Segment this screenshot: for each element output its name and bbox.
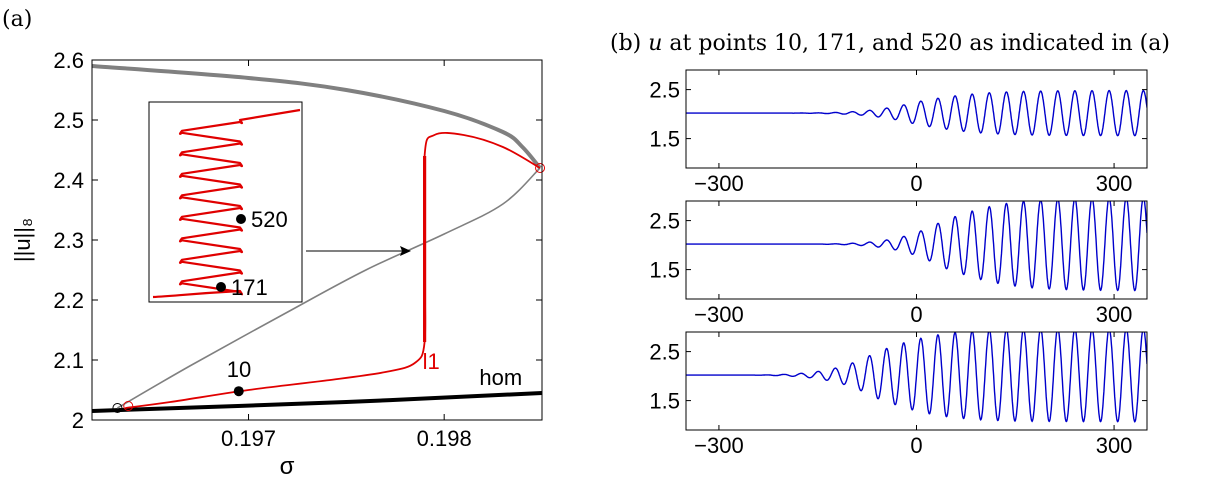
inset-point-marker-520 bbox=[236, 214, 246, 224]
panel-b-plot-point-10: 1.5 2.5 −300 0 300 bbox=[649, 69, 1148, 196]
x-axis-label: σ bbox=[280, 453, 295, 480]
y-tick-label: 2.5 bbox=[649, 209, 680, 234]
x-tick-label: 0 bbox=[910, 433, 922, 458]
series-line-upper-branch bbox=[92, 64, 542, 170]
x-tick-label: 0 bbox=[910, 171, 922, 196]
inset-point-marker-171 bbox=[216, 282, 226, 292]
panel-b-caption-rest: at points 10, 171, and 520 as indicated … bbox=[662, 31, 1169, 56]
series-line-hom bbox=[92, 391, 542, 413]
point-label-10: 10 bbox=[227, 357, 251, 382]
l1-snaking-segment bbox=[423, 156, 427, 342]
y-tick-label: 2.2 bbox=[53, 288, 84, 313]
y-tick-label: 2.6 bbox=[53, 48, 84, 73]
x-tick-label: 300 bbox=[1096, 302, 1133, 327]
panel-a-inset: 520 171 bbox=[148, 101, 411, 303]
x-tick-label: 0.197 bbox=[221, 426, 276, 451]
panel-a-tag: (a) bbox=[2, 7, 32, 32]
y-tick-label: 1.5 bbox=[649, 258, 680, 283]
y-tick-label: 2.3 bbox=[53, 228, 84, 253]
x-tick-label: 300 bbox=[1096, 171, 1133, 196]
panel-b-plot-point-520: 1.5 2.5 −300 0 300 bbox=[649, 331, 1148, 458]
inset-frame bbox=[148, 101, 303, 303]
y-tick-label: 2.1 bbox=[53, 348, 84, 373]
inset-snake-curve bbox=[152, 108, 301, 299]
bifurcation-point-black-circle bbox=[112, 403, 123, 413]
fold-point-circle bbox=[535, 163, 546, 173]
inset-point-label-520: 520 bbox=[251, 207, 288, 232]
y-tick-label: 2.5 bbox=[649, 78, 680, 103]
y-tick-label: 2 bbox=[72, 408, 84, 433]
y-tick-label: 2.4 bbox=[53, 168, 84, 193]
y-tick-label: 2.5 bbox=[649, 340, 680, 365]
x-tick-label: 0 bbox=[910, 302, 922, 327]
x-tick-label: −300 bbox=[694, 302, 744, 327]
waveform-point-171 bbox=[686, 201, 1147, 292]
panel-b-caption-var: u bbox=[648, 31, 662, 56]
panel-b-axes-frame bbox=[685, 69, 1148, 169]
x-tick-label: −300 bbox=[694, 171, 744, 196]
panel-a-chart: 10 l1 hom 2 2.1 2.2 2.3 2.4 2.5 2.6 0.197 0.198 σ ||u… bbox=[10, 48, 546, 480]
inset-point-label-171: 171 bbox=[231, 275, 268, 300]
y-axis-label: ||u||₈ bbox=[10, 218, 35, 262]
inset-arrow-head bbox=[400, 246, 411, 256]
y-tick-label: 2.5 bbox=[53, 108, 84, 133]
waveform-point-520 bbox=[686, 332, 1147, 423]
bifurcation-point-red-circle bbox=[123, 401, 134, 411]
panel-b-caption: (b) u at points 10, 171, and 520 as indi… bbox=[610, 31, 1170, 56]
x-tick-label: 300 bbox=[1096, 433, 1133, 458]
panel-a-series bbox=[92, 64, 542, 413]
point-marker-10 bbox=[233, 386, 244, 397]
x-tick-label: −300 bbox=[694, 433, 744, 458]
panel-b-caption-prefix: (b) bbox=[610, 31, 648, 56]
waveform-point-10 bbox=[686, 89, 1147, 137]
panel-b-plot-point-171: 1.5 2.5 −300 0 300 bbox=[649, 200, 1148, 327]
y-tick-label: 1.5 bbox=[649, 389, 680, 414]
x-tick-label: 0.198 bbox=[417, 426, 472, 451]
series-line-middle-branch bbox=[116, 167, 541, 409]
annotation-hom: hom bbox=[479, 365, 522, 390]
y-tick-label: 1.5 bbox=[649, 127, 680, 152]
annotation-l1: l1 bbox=[423, 349, 440, 374]
